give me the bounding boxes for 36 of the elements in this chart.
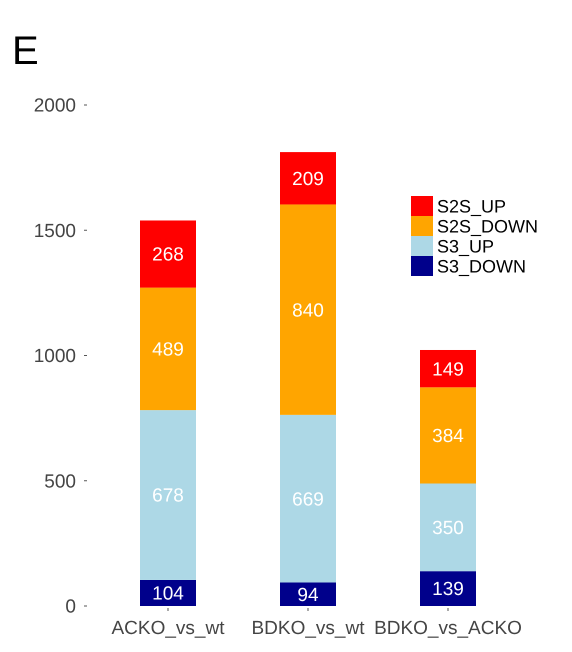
bar — [280, 582, 336, 606]
data-label: 94 — [297, 584, 319, 606]
bar — [140, 288, 196, 410]
y-tick-label: 500 — [44, 471, 76, 492]
bar — [280, 152, 336, 204]
bar — [420, 387, 476, 484]
y-tick-label: 2000 — [34, 96, 76, 117]
x-tick-label: BDKO_vs_ACKO — [374, 618, 522, 639]
legend-label: S3_UP — [437, 236, 494, 256]
data-label: 678 — [152, 486, 184, 507]
y-tick-label: 1000 — [34, 346, 76, 368]
data-label: 139 — [432, 579, 464, 600]
y-tick-label: 1500 — [34, 220, 76, 242]
x-tick-label: BDKO_vs_wt — [252, 618, 366, 639]
bar — [140, 410, 196, 580]
data-label: 350 — [432, 518, 464, 539]
bar — [280, 414, 336, 582]
chart-title: E — [12, 29, 39, 73]
bar — [280, 204, 336, 415]
legend-label: S2S_DOWN — [437, 216, 538, 236]
x-tick-label: ACKO_vs_wt — [112, 618, 226, 639]
legend-label: S3_DOWN — [437, 256, 526, 276]
legend-label: S2S_UP — [437, 196, 506, 216]
data-label: 209 — [292, 168, 324, 190]
data-label: 669 — [292, 489, 324, 510]
bar — [140, 220, 196, 288]
data-label: 489 — [152, 340, 184, 361]
data-label: 384 — [432, 426, 464, 448]
bar — [420, 484, 476, 572]
data-label: 104 — [152, 584, 184, 605]
data-label: 268 — [152, 244, 184, 266]
data-label: 840 — [292, 300, 324, 322]
bar — [420, 571, 476, 606]
data-label: 149 — [432, 359, 464, 380]
bar — [420, 350, 476, 388]
y-tick-label: 0 — [65, 596, 76, 618]
